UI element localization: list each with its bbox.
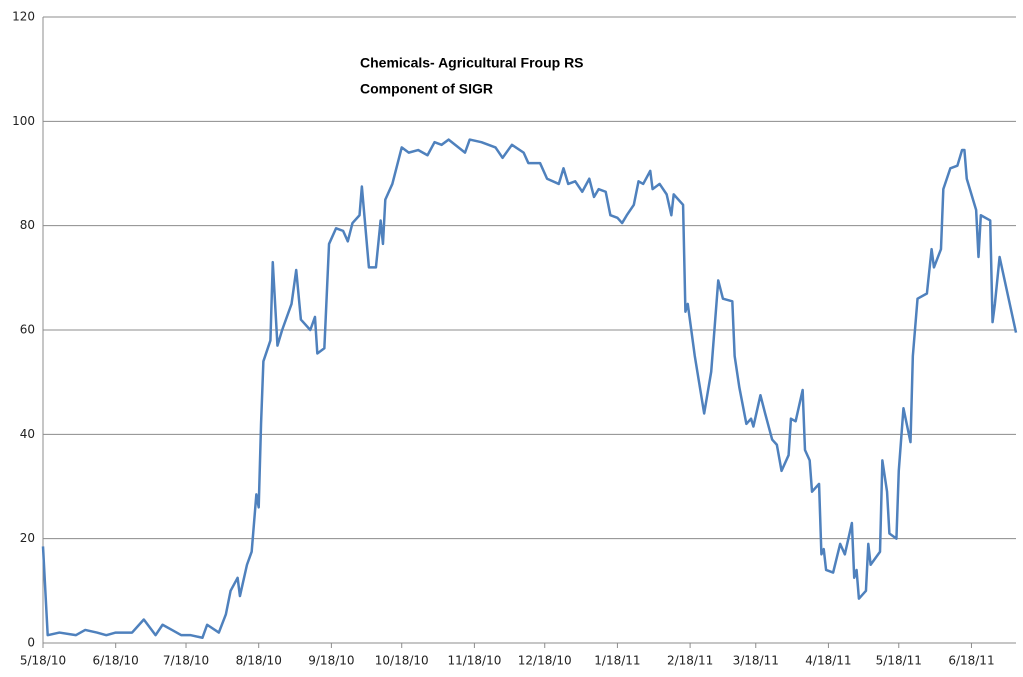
x-tick-label: 6/18/10 <box>93 654 139 668</box>
y-tick-label: 20 <box>20 531 35 545</box>
x-tick-label: 4/18/11 <box>805 654 851 668</box>
x-tick-label: 8/18/10 <box>236 654 282 668</box>
x-tick-label: 7/18/10 <box>163 654 209 668</box>
x-tick-label: 2/18/11 <box>667 654 713 668</box>
x-tick-label: 12/18/10 <box>518 654 572 668</box>
x-tick-label: 5/18/11 <box>876 654 922 668</box>
data-line <box>41 138 1018 640</box>
y-tick-label: 40 <box>20 427 35 441</box>
y-tick-label: 0 <box>27 636 35 650</box>
x-tick-label: 1/18/11 <box>594 654 640 668</box>
chart-subtitle: Component of SIGR <box>360 81 493 97</box>
x-tick-label: 10/18/10 <box>375 654 429 668</box>
x-tick-label: 11/18/10 <box>447 654 501 668</box>
y-tick-label: 80 <box>20 218 35 232</box>
chart-title: Chemicals- Agricultural Froup RS <box>360 55 584 71</box>
y-tick-label: 100 <box>12 114 35 128</box>
y-tick-label: 60 <box>20 323 35 337</box>
x-tick-label: 5/18/10 <box>20 654 66 668</box>
y-tick-label: 120 <box>12 10 35 24</box>
x-tick-label: 9/18/10 <box>308 654 354 668</box>
x-tick-label: 3/18/11 <box>733 654 779 668</box>
x-tick-label: 6/18/11 <box>948 654 994 668</box>
